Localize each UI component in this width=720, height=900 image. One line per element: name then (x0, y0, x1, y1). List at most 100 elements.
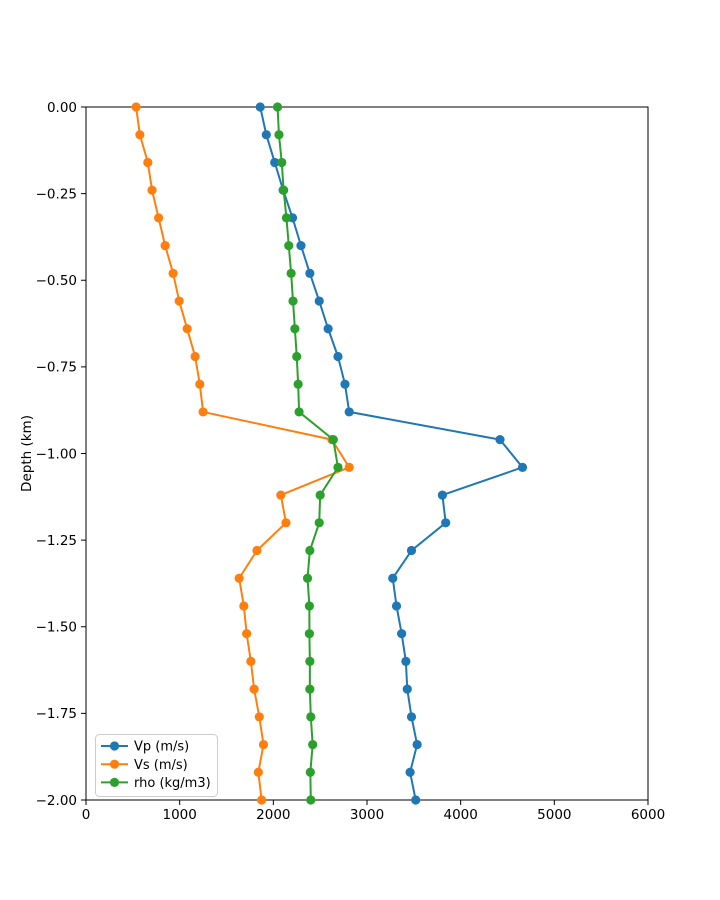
data-point-marker (296, 241, 306, 251)
data-point-marker (272, 102, 283, 112)
data-point-marker (412, 739, 422, 750)
data-point-marker (308, 739, 318, 750)
y-tick-label: −1.50 (36, 620, 77, 636)
legend-label: rho (kg/m3) (134, 776, 211, 791)
data-point-marker (406, 545, 417, 556)
y-tick-label: 0.00 (47, 100, 77, 116)
data-point-marker (437, 490, 448, 500)
y-axis-title: Depth (km) (19, 415, 35, 492)
data-point-marker (253, 767, 263, 777)
data-point-marker (328, 435, 338, 445)
data-point-marker (249, 684, 259, 694)
data-point-marker (314, 296, 324, 306)
y-tick-label: −0.75 (36, 360, 77, 376)
data-point-marker (333, 351, 343, 362)
data-point-marker (239, 601, 249, 611)
y-tick-label: −1.75 (36, 706, 77, 722)
data-point-marker (344, 407, 354, 417)
data-point-marker (314, 518, 324, 528)
series-vp (255, 102, 528, 805)
legend-marker (109, 759, 120, 769)
legend-marker (109, 741, 120, 751)
x-tick-label: 0 (82, 807, 91, 823)
data-point-marker (323, 324, 333, 334)
legend-box (95, 734, 218, 797)
data-point-marker (270, 157, 280, 168)
data-point-marker (242, 629, 252, 639)
data-point-marker (198, 407, 208, 417)
data-point-marker (388, 573, 398, 583)
data-point-marker (333, 462, 343, 472)
data-point-marker (305, 656, 315, 667)
series-line (259, 106, 524, 801)
data-point-marker (305, 268, 315, 278)
data-point-marker (252, 545, 262, 556)
data-point-marker (182, 324, 192, 334)
data-point-marker (168, 268, 178, 278)
data-point-marker (305, 767, 315, 777)
data-point-marker (305, 545, 315, 556)
legend-entry: rho (kg/m3) (101, 776, 211, 791)
x-tick-label: 5000 (537, 807, 571, 823)
data-point-marker (302, 573, 313, 583)
data-point-marker (284, 241, 294, 251)
data-point-marker (234, 573, 244, 583)
data-point-marker (276, 490, 286, 500)
data-point-marker (290, 324, 300, 334)
y-tick-label: −0.25 (36, 186, 77, 202)
legend: Vp (m/s) Vs (m/s) rho (kg/m3) (95, 734, 218, 797)
data-point-marker (293, 379, 303, 389)
data-point-marker (147, 185, 157, 195)
data-point-marker (246, 656, 256, 667)
data-point-marker (306, 712, 316, 722)
series-line (276, 106, 339, 801)
y-tick-label: −2.00 (36, 793, 77, 809)
data-point-marker (257, 795, 267, 805)
data-point-marker (261, 130, 271, 140)
x-tick-label: 2000 (256, 807, 290, 823)
legend-label: Vs (m/s) (134, 758, 188, 773)
data-point-marker (344, 462, 354, 472)
data-point-marker (174, 296, 184, 306)
data-point-marker (402, 684, 412, 694)
legend-marker (109, 777, 120, 788)
data-point-marker (281, 518, 291, 528)
data-point-marker (495, 435, 505, 445)
x-tick-label: 1000 (162, 807, 196, 823)
x-tick-label: 6000 (631, 807, 665, 823)
y-tick-label: −1.25 (36, 533, 77, 549)
data-point-marker (306, 795, 316, 805)
data-point-marker (304, 601, 314, 611)
data-point-marker (274, 130, 284, 140)
data-point-marker (281, 213, 292, 223)
data-point-marker (279, 185, 289, 195)
data-point-marker (153, 213, 164, 223)
data-point-marker (406, 712, 417, 722)
data-point-marker (160, 241, 170, 251)
data-point-marker (411, 795, 421, 805)
x-axis: 0 1000 2000 3000 4000 5000 6000 (82, 800, 665, 823)
data-point-marker (135, 130, 145, 140)
data-point-marker (195, 379, 205, 389)
data-point-marker (401, 656, 411, 667)
data-point-marker (277, 157, 287, 168)
data-point-marker (255, 102, 265, 112)
legend-entry: Vp (m/s) (101, 740, 189, 755)
y-tick-label: −0.50 (36, 273, 77, 289)
data-point-marker (397, 629, 407, 639)
series-line (135, 106, 351, 801)
data-point-marker (254, 712, 264, 722)
plot-border (85, 106, 649, 801)
series-rho (272, 102, 343, 805)
data-point-marker (190, 351, 200, 362)
data-point-marker (305, 684, 315, 694)
data-point-marker (258, 739, 269, 750)
data-point-marker (131, 102, 141, 112)
series-vs (131, 102, 354, 805)
data-point-marker (143, 157, 153, 168)
legend-label: Vp (m/s) (134, 740, 189, 755)
legend-entry: Vs (m/s) (101, 758, 188, 773)
data-point-marker (405, 767, 415, 777)
